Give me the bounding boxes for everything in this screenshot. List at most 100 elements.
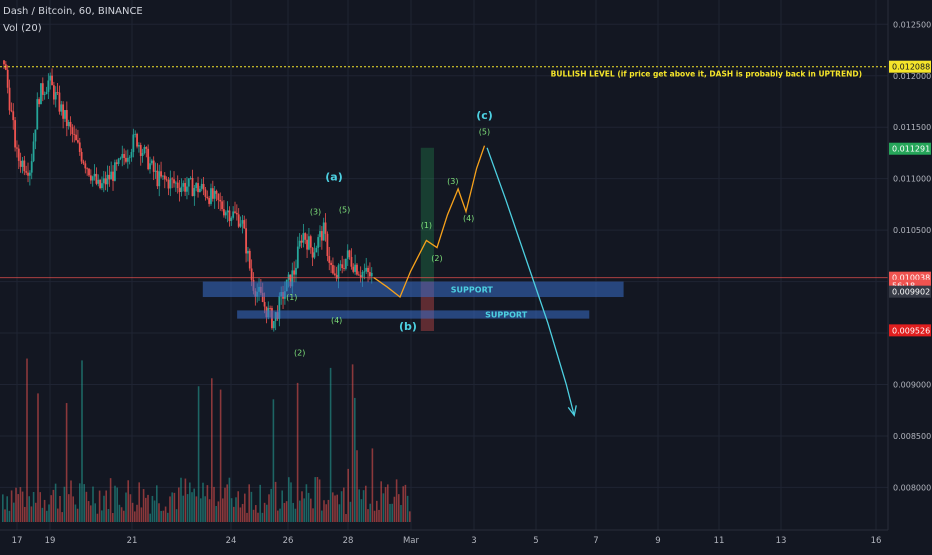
candle-body [102,178,105,184]
candle-body [32,141,35,162]
volume-bar [268,494,270,522]
volume-bar [389,503,391,522]
volume-bar [305,484,308,522]
candle-body [52,85,55,100]
candle-body [357,274,360,276]
candle-body [197,183,199,193]
candle-body [19,160,22,167]
candle-body [165,179,168,181]
wave-label: (5) [339,206,350,215]
volume-bar [314,477,316,522]
candle-body [232,211,235,218]
candle-body [224,212,227,216]
volume-bar [228,477,231,522]
price-tick-label: 0.009000 [893,381,931,390]
volume-bar [299,500,301,522]
volume-bar [138,482,140,522]
volume-bar [17,494,19,522]
candle-body [125,157,127,162]
candle-body [30,161,33,173]
candle-body [78,142,81,152]
candle-body [319,231,321,238]
candle-body [191,177,194,197]
candle-body [241,220,244,224]
volume-bar [24,506,26,522]
candle-body [363,271,366,273]
candle-body [219,199,222,202]
volume-bar [105,490,107,522]
candle-body [17,148,20,161]
volume-bar [274,481,277,522]
volume-bar [52,489,55,522]
volume-bar [180,477,182,522]
volume-bar [235,497,237,522]
volume-bar [380,481,382,522]
volume-bar [349,501,352,522]
volume-bar [173,492,176,522]
volume-bar [404,484,407,522]
volume-bar [312,508,314,522]
volume-bar [248,484,250,522]
volume-bar [83,484,85,522]
candle-body [6,69,9,88]
candle-body [134,133,137,135]
candle-body [62,104,65,119]
candle-body [174,182,177,184]
candle-body [73,134,76,135]
volume-bar [103,495,105,522]
candle-body [348,250,351,257]
volume-bar [61,512,63,522]
volume-bar [81,360,83,522]
wave-label: (b) [399,320,417,333]
volume-bar [250,491,253,522]
volume-bar [281,490,283,522]
volume-bar [376,500,378,522]
candle-body [51,75,53,86]
price-tag [889,324,931,337]
candle-body [10,110,13,112]
candle-body [217,193,220,200]
price-tick-label: 0.011000 [893,175,931,184]
volume-bar [136,504,138,522]
wave-label: (a) [325,171,342,184]
candle-body [261,292,264,302]
candle-body [89,175,92,181]
volume-bar [378,509,380,522]
time-tick-label: 17 [12,536,23,546]
volume-bar [336,494,338,522]
price-tick-label: 0.008500 [893,432,931,441]
candle-body [158,171,161,187]
candle-body [28,172,31,176]
volume-bar [156,485,158,522]
volume-bar [233,506,235,522]
time-tick-label: 19 [45,536,56,546]
candle-body [60,104,63,112]
volume-bar [285,501,288,522]
volume-bar [255,505,257,522]
time-tick-label: 9 [655,536,660,546]
volume-bar [217,501,220,522]
support-zone [202,281,624,298]
volume-bar [208,499,211,522]
volume-bar [182,495,184,522]
time-tick-label: 13 [776,536,787,546]
volume-bar [215,505,217,522]
volume-bar [79,483,81,522]
candle-body [295,267,297,275]
candle-body [322,222,325,241]
volume-indicator-label[interactable]: Vol (20) [3,23,42,34]
volume-bar [162,510,165,522]
candle-body [171,178,174,180]
candle-body [335,274,338,279]
volume-bar [15,487,17,522]
volume-bar [406,495,409,522]
candle-body [250,268,253,280]
volume-bar [367,509,369,522]
candle-body [119,157,122,159]
volume-bar [32,491,35,522]
candle-body [189,177,192,179]
price-tick-label: 0.012000 [893,72,931,81]
wave-label: (2) [294,349,305,358]
